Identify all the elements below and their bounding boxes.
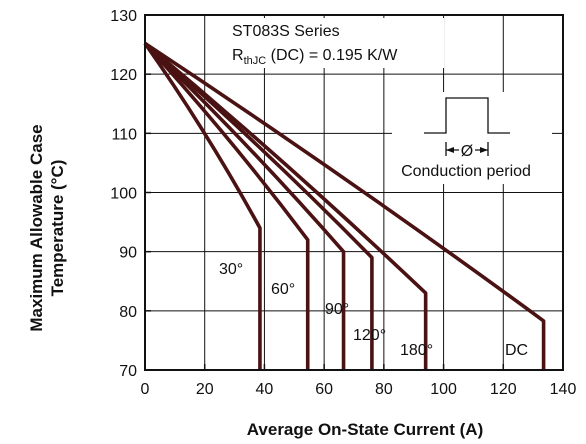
rth-prefix: R xyxy=(232,47,244,64)
curve-label-4: 120° xyxy=(353,327,386,344)
y-axis-title: Maximum Allowable Case Temperature (°C) xyxy=(27,124,67,331)
curves xyxy=(143,41,546,370)
x-tick-label: 60 xyxy=(315,381,333,398)
y-axis-title-line2: Temperature (°C) xyxy=(48,160,67,297)
x-tick-label: 120 xyxy=(490,381,517,398)
rth-subscript: thJC xyxy=(244,55,267,67)
x-tick-label: 20 xyxy=(196,381,214,398)
x-tick-label: 40 xyxy=(256,381,274,398)
curve-labels: 30° 60° 90°120° 180° DC xyxy=(219,261,528,359)
conduction-inset-background xyxy=(392,92,552,184)
y-tick-label: 100 xyxy=(110,186,137,203)
y-tick-label: 130 xyxy=(110,8,137,25)
x-tick-label: 100 xyxy=(430,381,457,398)
x-axis-title: Average On-State Current (A) xyxy=(247,420,483,439)
y-tick-label: 110 xyxy=(111,126,137,143)
conduction-period-label: Conduction period xyxy=(401,163,531,180)
series-curve-2 xyxy=(143,42,310,370)
x-tick-label: 0 xyxy=(141,381,150,398)
curve-label-3: 90° xyxy=(325,301,349,318)
annotation-background xyxy=(226,18,444,68)
y-tick-label: 120 xyxy=(110,67,137,84)
series-curve-1 xyxy=(143,42,262,370)
y-tick-label: 90 xyxy=(119,245,137,262)
x-tick-label: 80 xyxy=(375,381,393,398)
y-tick-label: 80 xyxy=(119,304,137,321)
conduction-symbol: Ø xyxy=(461,143,473,160)
curve-label-2: 60° xyxy=(271,281,295,298)
axis-ticks: 0 20 40 60 80 100 120 140 70 80 90 100 110 120 130 xyxy=(110,8,576,398)
rth-annotation: RthJC (DC) = 0.195 K/W xyxy=(232,47,398,67)
grid-lines xyxy=(145,15,563,370)
y-tick-label: 70 xyxy=(119,363,137,380)
series-curve-3 xyxy=(143,42,346,370)
curve-label-6: DC xyxy=(505,342,528,359)
rth-suffix: (DC) = 0.195 K/W xyxy=(266,47,398,64)
curve-label-1: 30° xyxy=(219,261,243,278)
conduction-symbol-background xyxy=(459,141,475,159)
series-curve-5 xyxy=(143,42,428,370)
curve-label-5: 180° xyxy=(400,342,433,359)
y-axis-title-line1: Maximum Allowable Case xyxy=(27,124,46,331)
x-tick-label: 140 xyxy=(550,381,577,398)
series-annotation: ST083S Series xyxy=(232,23,340,40)
series-curve-6 xyxy=(144,41,546,370)
